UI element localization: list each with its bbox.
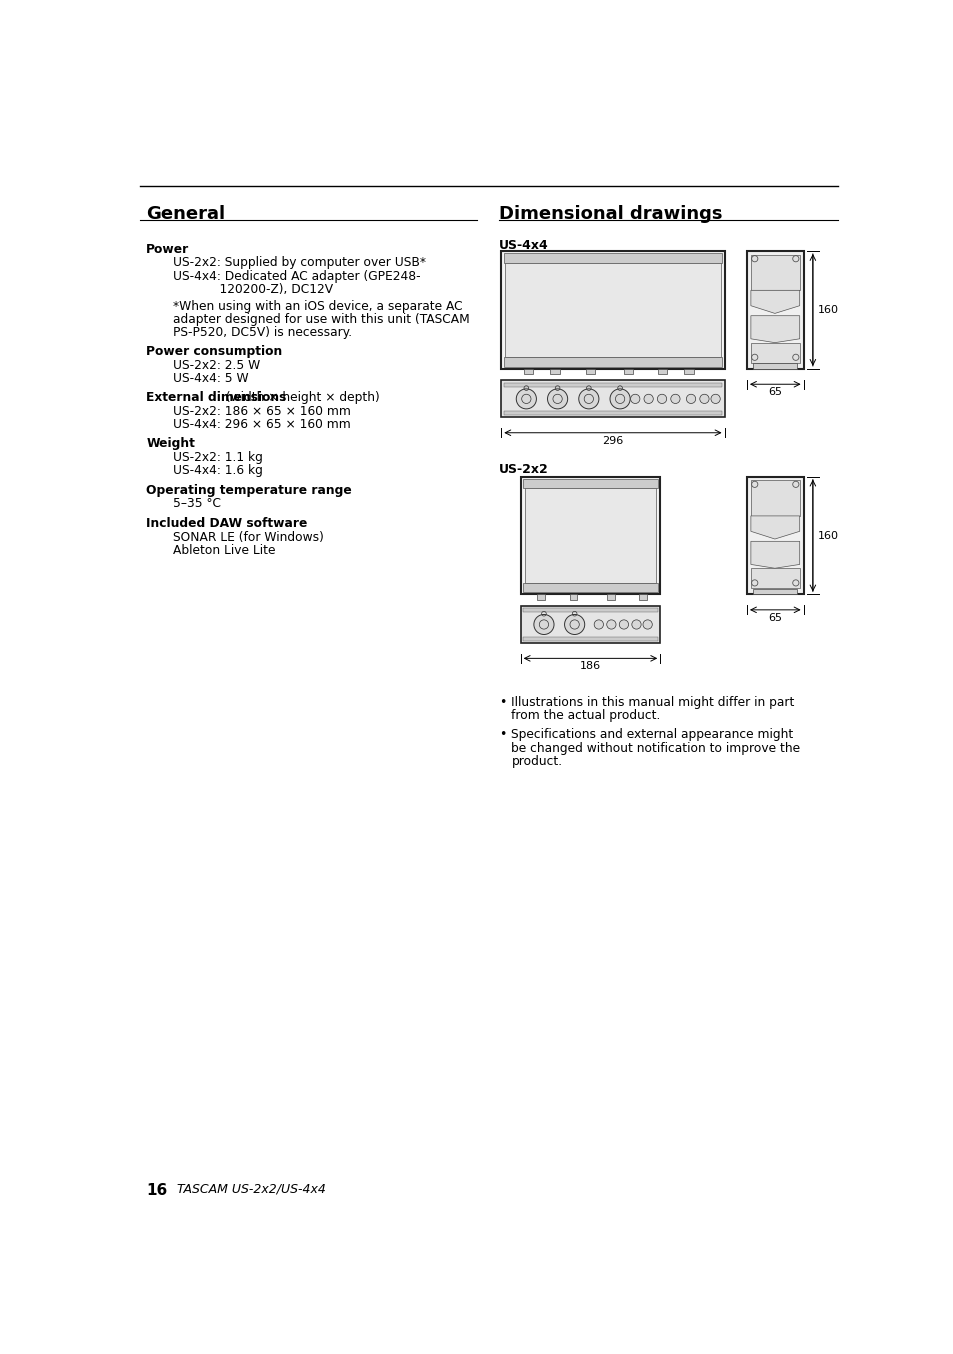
Polygon shape <box>750 290 799 313</box>
Text: 160: 160 <box>817 305 838 315</box>
Text: US-2x2: Supplied by computer over USB*: US-2x2: Supplied by computer over USB* <box>173 256 426 269</box>
Bar <box>753 589 797 594</box>
Circle shape <box>606 620 616 630</box>
Text: Included DAW software: Included DAW software <box>146 517 308 529</box>
Circle shape <box>630 394 639 403</box>
Bar <box>753 363 797 368</box>
Text: adapter designed for use with this unit (TASCAM: adapter designed for use with this unit … <box>173 313 470 325</box>
Text: 16: 16 <box>146 1183 168 1198</box>
Bar <box>569 594 577 600</box>
Bar <box>623 368 633 374</box>
Text: Power: Power <box>146 242 190 256</box>
Text: US-4x4: Dedicated AC adapter (GPE248-: US-4x4: Dedicated AC adapter (GPE248- <box>173 269 420 283</box>
Text: PS-P520, DC5V) is necessary.: PS-P520, DC5V) is necessary. <box>173 326 353 338</box>
Text: *When using with an iOS device, a separate AC: *When using with an iOS device, a separa… <box>173 299 462 313</box>
Circle shape <box>578 389 598 409</box>
Circle shape <box>534 615 554 635</box>
Text: Dimensional drawings: Dimensional drawings <box>498 204 721 223</box>
Text: External dimensions: External dimensions <box>146 391 287 405</box>
Text: 5–35 °C: 5–35 °C <box>173 497 221 510</box>
Bar <box>750 343 799 363</box>
Text: US-2x2: 2.5 W: US-2x2: 2.5 W <box>173 359 260 372</box>
Bar <box>657 368 666 374</box>
Text: US-4x4: 1.6 kg: US-4x4: 1.6 kg <box>173 464 263 478</box>
Text: 160: 160 <box>817 531 838 540</box>
Bar <box>503 253 721 263</box>
Bar <box>524 489 656 584</box>
Bar <box>500 380 723 417</box>
Text: from the actual product.: from the actual product. <box>511 709 660 722</box>
Text: US-2x2: 186 × 65 × 160 mm: US-2x2: 186 × 65 × 160 mm <box>173 405 351 418</box>
Bar <box>503 412 721 416</box>
Text: Ableton Live Lite: Ableton Live Lite <box>173 543 275 556</box>
Circle shape <box>685 394 695 403</box>
Text: US-4x4: 296 × 65 × 160 mm: US-4x4: 296 × 65 × 160 mm <box>173 418 351 431</box>
Text: US-4x4: 5 W: US-4x4: 5 W <box>173 372 249 385</box>
Text: product.: product. <box>511 754 562 768</box>
Bar <box>503 383 721 386</box>
Text: be changed without notification to improve the: be changed without notification to impro… <box>511 742 800 754</box>
Bar <box>503 357 721 367</box>
Text: •: • <box>498 728 506 742</box>
Circle shape <box>564 615 584 635</box>
Text: Weight: Weight <box>146 437 195 451</box>
Text: Illustrations in this manual might differ in part: Illustrations in this manual might diffe… <box>511 696 794 709</box>
Circle shape <box>618 620 628 630</box>
Polygon shape <box>750 542 799 569</box>
Polygon shape <box>750 315 799 343</box>
Bar <box>522 608 658 612</box>
Text: Specifications and external appearance might: Specifications and external appearance m… <box>511 728 793 742</box>
Bar <box>522 636 658 640</box>
Circle shape <box>609 389 630 409</box>
Text: Operating temperature range: Operating temperature range <box>146 483 352 497</box>
Text: 65: 65 <box>767 387 781 397</box>
Circle shape <box>710 394 720 403</box>
Text: General: General <box>146 204 225 223</box>
Bar <box>500 250 723 368</box>
Bar <box>746 250 802 368</box>
Bar <box>522 479 658 489</box>
Text: SONAR LE (for Windows): SONAR LE (for Windows) <box>173 531 324 543</box>
Bar <box>683 368 693 374</box>
Text: Power consumption: Power consumption <box>146 345 282 357</box>
Bar <box>585 368 595 374</box>
Circle shape <box>516 389 536 409</box>
Bar <box>523 368 533 374</box>
Bar <box>505 263 720 357</box>
Circle shape <box>547 389 567 409</box>
Text: 186: 186 <box>579 662 600 672</box>
Bar <box>520 477 659 594</box>
Text: US-2x2: 1.1 kg: US-2x2: 1.1 kg <box>173 451 263 464</box>
Bar <box>746 477 802 594</box>
Text: •: • <box>498 696 506 709</box>
Text: US-4x4: US-4x4 <box>498 240 548 252</box>
Text: TASCAM US-2x2/US-4x4: TASCAM US-2x2/US-4x4 <box>177 1183 326 1196</box>
Circle shape <box>643 394 653 403</box>
Text: 65: 65 <box>767 613 781 623</box>
Bar <box>639 594 646 600</box>
Bar <box>750 255 799 290</box>
Circle shape <box>657 394 666 403</box>
Text: 296: 296 <box>601 436 623 445</box>
Bar <box>550 368 559 374</box>
Circle shape <box>631 620 640 630</box>
Circle shape <box>670 394 679 403</box>
Bar <box>522 584 658 592</box>
Text: (width × height × depth): (width × height × depth) <box>222 391 379 405</box>
Polygon shape <box>750 516 799 539</box>
Bar <box>750 481 799 516</box>
Bar <box>750 569 799 588</box>
Bar <box>606 594 615 600</box>
Text: US-2x2: US-2x2 <box>498 463 548 475</box>
Bar <box>520 607 659 643</box>
Circle shape <box>700 394 708 403</box>
Circle shape <box>642 620 652 630</box>
Text: 120200-Z), DC12V: 120200-Z), DC12V <box>173 283 334 295</box>
Bar <box>537 594 544 600</box>
Circle shape <box>594 620 603 630</box>
